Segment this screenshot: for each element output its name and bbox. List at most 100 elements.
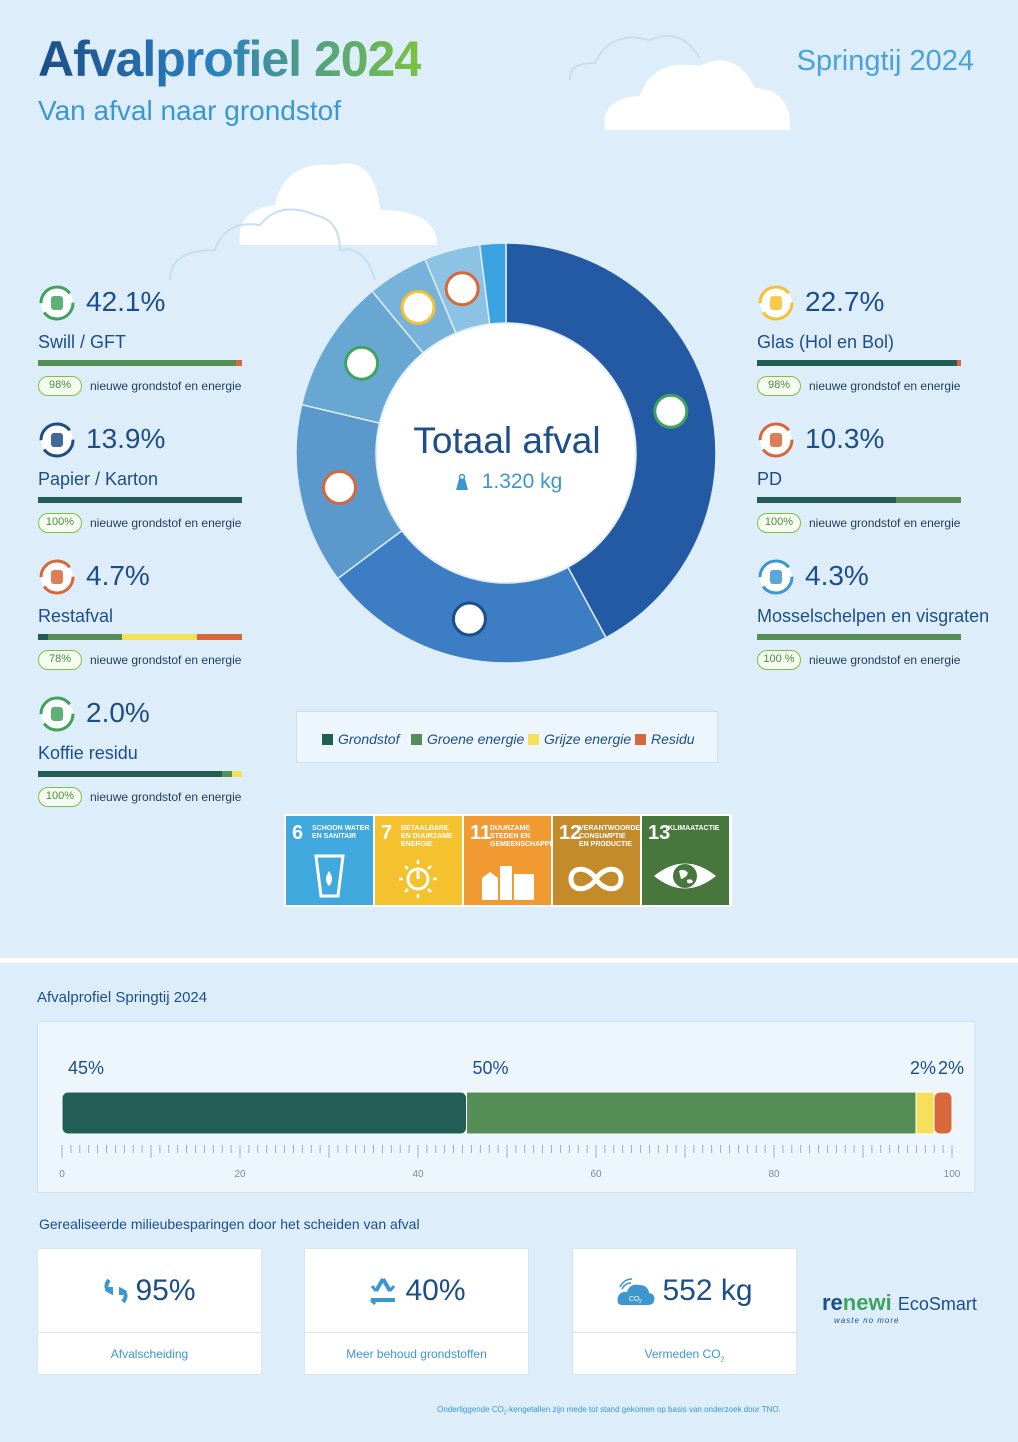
savings-value: 40% [405,1273,466,1307]
sdg-tile-12: 12 VERANTWOORDE CONSUMPTIE EN PRODUCTIE [553,816,640,905]
bar-segment [895,497,961,503]
recovery-badge: 100 % [757,650,801,670]
paper-recycle-icon [39,422,75,458]
recovery-badge-text: nieuwe grondstof en energie [90,790,242,804]
recovery-badge-text: nieuwe grondstof en energie [809,653,961,667]
shells-fish-icon [758,559,794,595]
axis-tick-label: 100 [944,1169,961,1180]
stacked-bar-chart: 45% 50% 2% 2% 0 20 40 60 80 100 [59,1058,964,1180]
recovery-badge-text: nieuwe grondstof en energie [90,516,242,530]
category-name: Koffie residu [38,743,138,763]
recovery-badge-text: nieuwe grondstof en energie [90,379,242,393]
stack-value-label: 45% [68,1058,104,1078]
category-percentage: 2.0% [86,697,150,728]
brand-logo: renewi EcoSmart waste no more [822,1290,982,1325]
slice-icon [322,469,358,505]
category-breakdown-bar [757,497,961,503]
legend-item-grondstof: Grondstof [322,731,399,747]
category-percentage: 22.7% [805,286,885,317]
savings-value: 95% [135,1273,196,1307]
category-breakdown-bar [38,771,242,777]
coffee-residue-icon [39,696,75,732]
legend-swatch [411,733,422,745]
donut-center-title: Totaal afval [413,420,601,461]
category-percentage: 13.9% [86,423,166,454]
axis-tick-label: 60 [590,1169,602,1180]
category-name: Glas (Hol en Bol) [757,332,895,352]
bar-segment [231,771,242,777]
recovery-badge-text: nieuwe grondstof en energie [809,516,961,530]
eye-globe-icon [654,863,716,889]
legend-item-grijze-energie: Grijze energie [528,731,631,747]
recovery-badge-text: nieuwe grondstof en energie [90,653,242,667]
donut-slice-glas-hol-en-bol- [336,529,608,664]
stack-segment-residu [933,1091,953,1135]
donut-slice-koffie-residu [478,242,507,325]
legend-item-residu: Residu [635,731,695,747]
cloud-decoration [568,34,791,130]
legend-item-groene-energie: Groene energie [411,731,524,747]
recovery-badge: 100% [757,513,801,533]
bar-segment [235,360,242,366]
legend-swatch [528,733,539,745]
svg-text:2: 2 [639,1299,642,1305]
bar-segment [38,497,242,503]
category-name: Papier / Karton [38,469,159,489]
sdg-tiles: 6 SCHOON WATER EN SANITAIR 7 BETAALBARE EN… [284,814,732,907]
category-name: Swill / GFT [38,332,126,352]
residual-bag-icon [39,559,75,595]
donut-chart [295,242,717,664]
recycle-icon [370,1277,396,1305]
bar-segment [757,497,896,503]
slice-icon [653,393,689,429]
stack-segment-grijze-energie [915,1091,935,1135]
legend-swatch [635,733,646,745]
bar-segment [757,634,961,640]
savings-value: 552 kg [662,1273,753,1307]
svg-text:CO: CO [629,1296,640,1303]
savings-title: Gerealiseerde milieubesparingen door het… [39,1216,420,1232]
donut-slice-swill-gft [505,242,717,639]
stack-segment-groene-energie [466,1091,917,1135]
savings-card-resources: 40% Meer behoud grondstoffen [304,1248,529,1375]
category-percentage: 4.3% [805,560,869,591]
bar-segment [38,634,49,640]
food-waste-recycle-icon [39,285,75,321]
category-percentage: 10.3% [805,423,885,454]
recovery-badge: 98% [757,376,801,396]
stack-value-label: 2% [938,1058,964,1078]
legend-swatch [322,733,333,745]
slice-icon [344,345,380,381]
cloud-decoration [169,163,437,281]
category-breakdown-bar [38,497,242,503]
bar-segment [197,634,242,640]
sdg-tile-13: 13 KLIMAATACTIE [642,816,729,905]
donut-center: Totaal afval 1.320 kg [377,420,637,494]
sdg-tile-7: 7 BETAALBARE EN DUURZAME ENERGIE [375,816,462,905]
slice-icon [444,271,480,307]
brand-tagline: waste no more [834,1316,900,1325]
chart-legend: Grondstof Groene energie Grijze energie … [296,711,718,763]
stack-value-label: 50% [473,1058,509,1078]
axis-tick-label: 0 [59,1169,65,1180]
recovery-badge: 78% [38,650,82,670]
axis-tick-label: 40 [412,1169,424,1180]
savings-caption: Vermeden CO2 [644,1347,725,1364]
sdg-tile-11: 11 DUURZAME STEDEN EN GEMEENSCHAPPEN [464,816,559,905]
profile-bar-panel: 45% 50% 2% 2% 0 20 40 60 80 100 [37,1021,975,1193]
category-breakdown-bar [757,360,961,366]
footnote: Onderliggende CO2-kengetallen zijn mede … [437,1405,781,1417]
bar-segment [221,771,232,777]
category-percentage: 4.7% [86,560,150,591]
section-divider [0,958,1018,963]
edition-label: Springtij 2024 [796,45,974,77]
page-subtitle: Van afval naar grondstof [38,95,342,126]
infinity-icon [568,866,624,892]
bar-segment [48,634,122,640]
category-name: Restafval [38,606,114,626]
slice-icon [451,601,487,637]
city-icon [482,866,534,900]
bar-segment [757,360,957,366]
savings-caption: Meer behoud grondstoffen [346,1347,487,1361]
glass-bottle-icon [758,285,794,321]
